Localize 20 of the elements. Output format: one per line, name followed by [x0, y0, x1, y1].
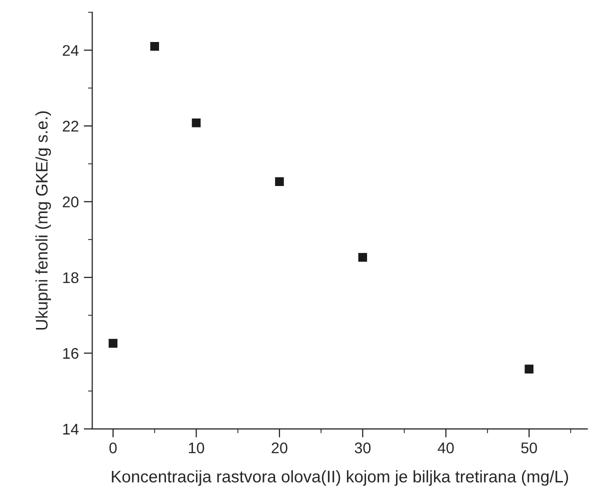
x-tick-label: 0 [109, 442, 117, 454]
point [275, 177, 284, 186]
y-axis-title: Ukupni fenoli (mg GKE/g s.e.) [35, 111, 51, 330]
x-tick-label: 10 [188, 442, 204, 454]
point [358, 252, 368, 262]
y-tick-label: 18 [63, 272, 78, 284]
y-tick-label: 24 [62, 45, 79, 56]
x-axis-title: Koncentracija rastvora olova(II) kojom je biljka tretirana (mg/L) [112, 470, 568, 486]
y-tick-label: 16 [63, 348, 78, 359]
x-tick-label: 40 [438, 442, 454, 454]
x-tick-label: 50 [521, 442, 537, 454]
point [524, 364, 534, 374]
x-tick-label: 20 [272, 442, 288, 454]
point [192, 118, 201, 128]
y-tick-label: 20 [62, 196, 78, 208]
y-tick-label: 22 [62, 120, 78, 132]
y-tick-label: 14 [63, 424, 79, 434]
point [108, 338, 118, 348]
x-tick-label: 30 [354, 442, 371, 454]
point [150, 42, 160, 51]
